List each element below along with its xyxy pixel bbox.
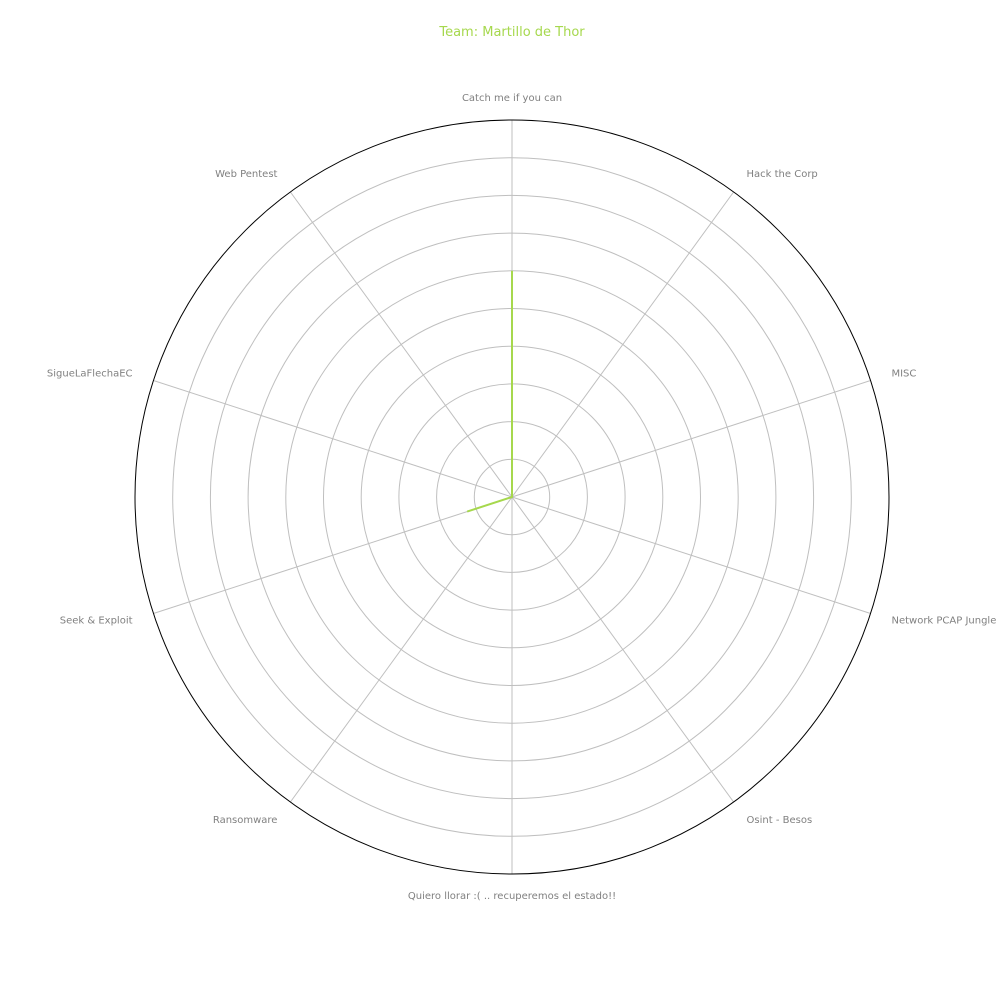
axis-label: Network PCAP Jungle — [891, 615, 996, 626]
grid-spoke — [153, 380, 513, 498]
axis-label: Seek & Exploit — [60, 615, 133, 626]
axis-label: Web Pentest — [215, 169, 277, 180]
axis-label: Quiero llorar :( .. recuperemos el estad… — [408, 891, 616, 902]
axis-label: Osint - Besos — [747, 815, 813, 826]
outer-spine — [134, 119, 890, 875]
series-line — [466, 270, 513, 513]
grid-spoke — [511, 496, 734, 803]
grid-spoke — [290, 191, 513, 498]
series-layer — [466, 270, 513, 513]
polar-spine — [134, 119, 890, 875]
axis-label: SigueLaFlechaEC — [47, 369, 133, 380]
grid-spoke — [511, 496, 871, 614]
axis-label: MISC — [891, 369, 916, 380]
axis-label: Catch me if you can — [462, 93, 562, 104]
grid-spoke — [511, 380, 871, 498]
axis-label: Ransomware — [213, 815, 278, 826]
axis-label: Hack the Corp — [747, 169, 818, 180]
grid-spoke — [511, 191, 734, 498]
chart-title: Team: Martillo de Thor — [438, 25, 585, 40]
axis-labels: Catch me if you can Hack the Corp MISC Netw… — [47, 93, 996, 902]
grid-spoke — [153, 496, 513, 614]
grid-spoke — [290, 496, 513, 803]
